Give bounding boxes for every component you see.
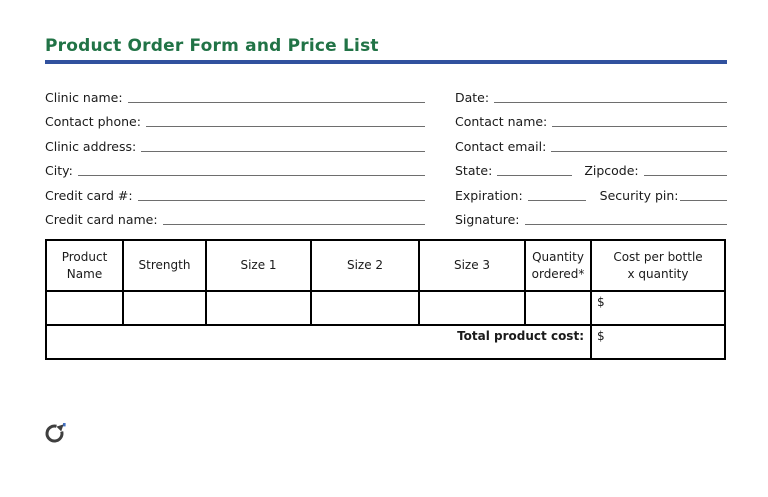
state-line[interactable] bbox=[497, 175, 573, 176]
form-row: Clinic address: Contact email: bbox=[45, 130, 727, 155]
cell-product-name[interactable] bbox=[45, 290, 124, 326]
zipcode-line[interactable] bbox=[643, 175, 727, 176]
contact-name-line[interactable] bbox=[552, 126, 727, 127]
state-zip-row: State: Zipcode: bbox=[455, 163, 727, 179]
table-total-row: Total product cost: $ bbox=[45, 324, 726, 360]
city-field: City: bbox=[45, 163, 425, 179]
header-size-2: Size 2 bbox=[310, 239, 420, 292]
header-quantity-ordered: Quantity ordered* bbox=[524, 239, 592, 292]
signature-label: Signature: bbox=[455, 212, 520, 227]
signature-field: Signature: bbox=[455, 212, 727, 228]
date-line[interactable] bbox=[494, 101, 727, 103]
clinic-address-field: Clinic address: bbox=[45, 139, 425, 155]
table-row: $ bbox=[45, 290, 726, 326]
header-product-name: Product Name bbox=[45, 239, 124, 292]
expiration-label: Expiration: bbox=[455, 187, 523, 203]
cell-size-1[interactable] bbox=[205, 290, 312, 326]
form-row: City: State: Zipcode: bbox=[45, 155, 727, 180]
security-pin-field: Security pin: bbox=[600, 188, 727, 204]
date-field: Date: bbox=[455, 90, 727, 106]
contact-email-label: Contact email: bbox=[455, 138, 547, 154]
credit-card-name-line[interactable] bbox=[162, 224, 425, 225]
order-form-fields: Clinic name: Date: Contact phone: Contac… bbox=[45, 81, 727, 228]
header-size-3: Size 3 bbox=[418, 239, 526, 292]
city-label: City: bbox=[45, 163, 73, 178]
page-title: Product Order Form and Price List bbox=[45, 36, 379, 56]
form-row: Clinic name: Date: bbox=[45, 81, 727, 106]
zipcode-field: Zipcode: bbox=[584, 163, 727, 179]
contact-email-field: Contact email: bbox=[455, 139, 727, 155]
date-label: Date: bbox=[455, 89, 490, 105]
state-field: State: bbox=[455, 163, 573, 179]
header-strength: Strength bbox=[122, 239, 207, 292]
contact-name-label: Contact name: bbox=[455, 114, 548, 129]
cell-cost[interactable]: $ bbox=[590, 290, 726, 326]
credit-card-number-field: Credit card #: bbox=[45, 188, 425, 204]
zipcode-label: Zipcode: bbox=[584, 163, 639, 178]
form-row: Contact phone: Contact name: bbox=[45, 106, 727, 131]
total-cost-cell[interactable]: $ bbox=[590, 324, 726, 360]
form-row: Credit card #: Expiration: Security pin: bbox=[45, 179, 727, 204]
clinic-address-line[interactable] bbox=[141, 150, 425, 152]
cell-strength[interactable] bbox=[122, 290, 207, 326]
clinic-name-field: Clinic name: bbox=[45, 90, 425, 106]
cell-size-3[interactable] bbox=[418, 290, 526, 326]
header-size-1: Size 1 bbox=[205, 239, 312, 292]
clinic-name-line[interactable] bbox=[127, 101, 425, 103]
clinic-address-label: Clinic address: bbox=[45, 138, 137, 154]
state-label: State: bbox=[455, 163, 493, 178]
expiration-line[interactable] bbox=[527, 199, 586, 201]
cell-quantity-ordered[interactable] bbox=[524, 290, 592, 326]
contact-phone-line[interactable] bbox=[145, 126, 425, 127]
credit-card-name-label: Credit card name: bbox=[45, 212, 158, 227]
form-row: Credit card name: Signature: bbox=[45, 204, 727, 229]
security-pin-label: Security pin: bbox=[599, 187, 679, 203]
product-order-table: Product Name Strength Size 1 Size 2 Size… bbox=[45, 239, 726, 360]
signature-line[interactable] bbox=[524, 224, 727, 225]
security-pin-line[interactable] bbox=[679, 199, 727, 201]
title-rule bbox=[45, 60, 727, 64]
city-line[interactable] bbox=[77, 175, 425, 176]
clinic-name-label: Clinic name: bbox=[45, 89, 123, 105]
cell-size-2[interactable] bbox=[310, 290, 420, 326]
total-product-cost-label: Total product cost: bbox=[45, 324, 592, 360]
credit-card-number-line[interactable] bbox=[137, 199, 425, 201]
contact-email-line[interactable] bbox=[551, 150, 727, 152]
contact-phone-field: Contact phone: bbox=[45, 114, 425, 130]
header-cost-per-bottle: Cost per bottle x quantity bbox=[590, 239, 726, 292]
contact-name-field: Contact name: bbox=[455, 114, 727, 130]
credit-card-number-label: Credit card #: bbox=[45, 187, 133, 203]
credit-card-name-field: Credit card name: bbox=[45, 212, 425, 228]
expiration-pin-row: Expiration: Security pin: bbox=[455, 188, 727, 204]
contact-phone-label: Contact phone: bbox=[45, 114, 141, 129]
refresh-icon[interactable] bbox=[44, 422, 66, 444]
expiration-field: Expiration: bbox=[455, 188, 586, 204]
table-header-row: Product Name Strength Size 1 Size 2 Size… bbox=[45, 239, 726, 292]
